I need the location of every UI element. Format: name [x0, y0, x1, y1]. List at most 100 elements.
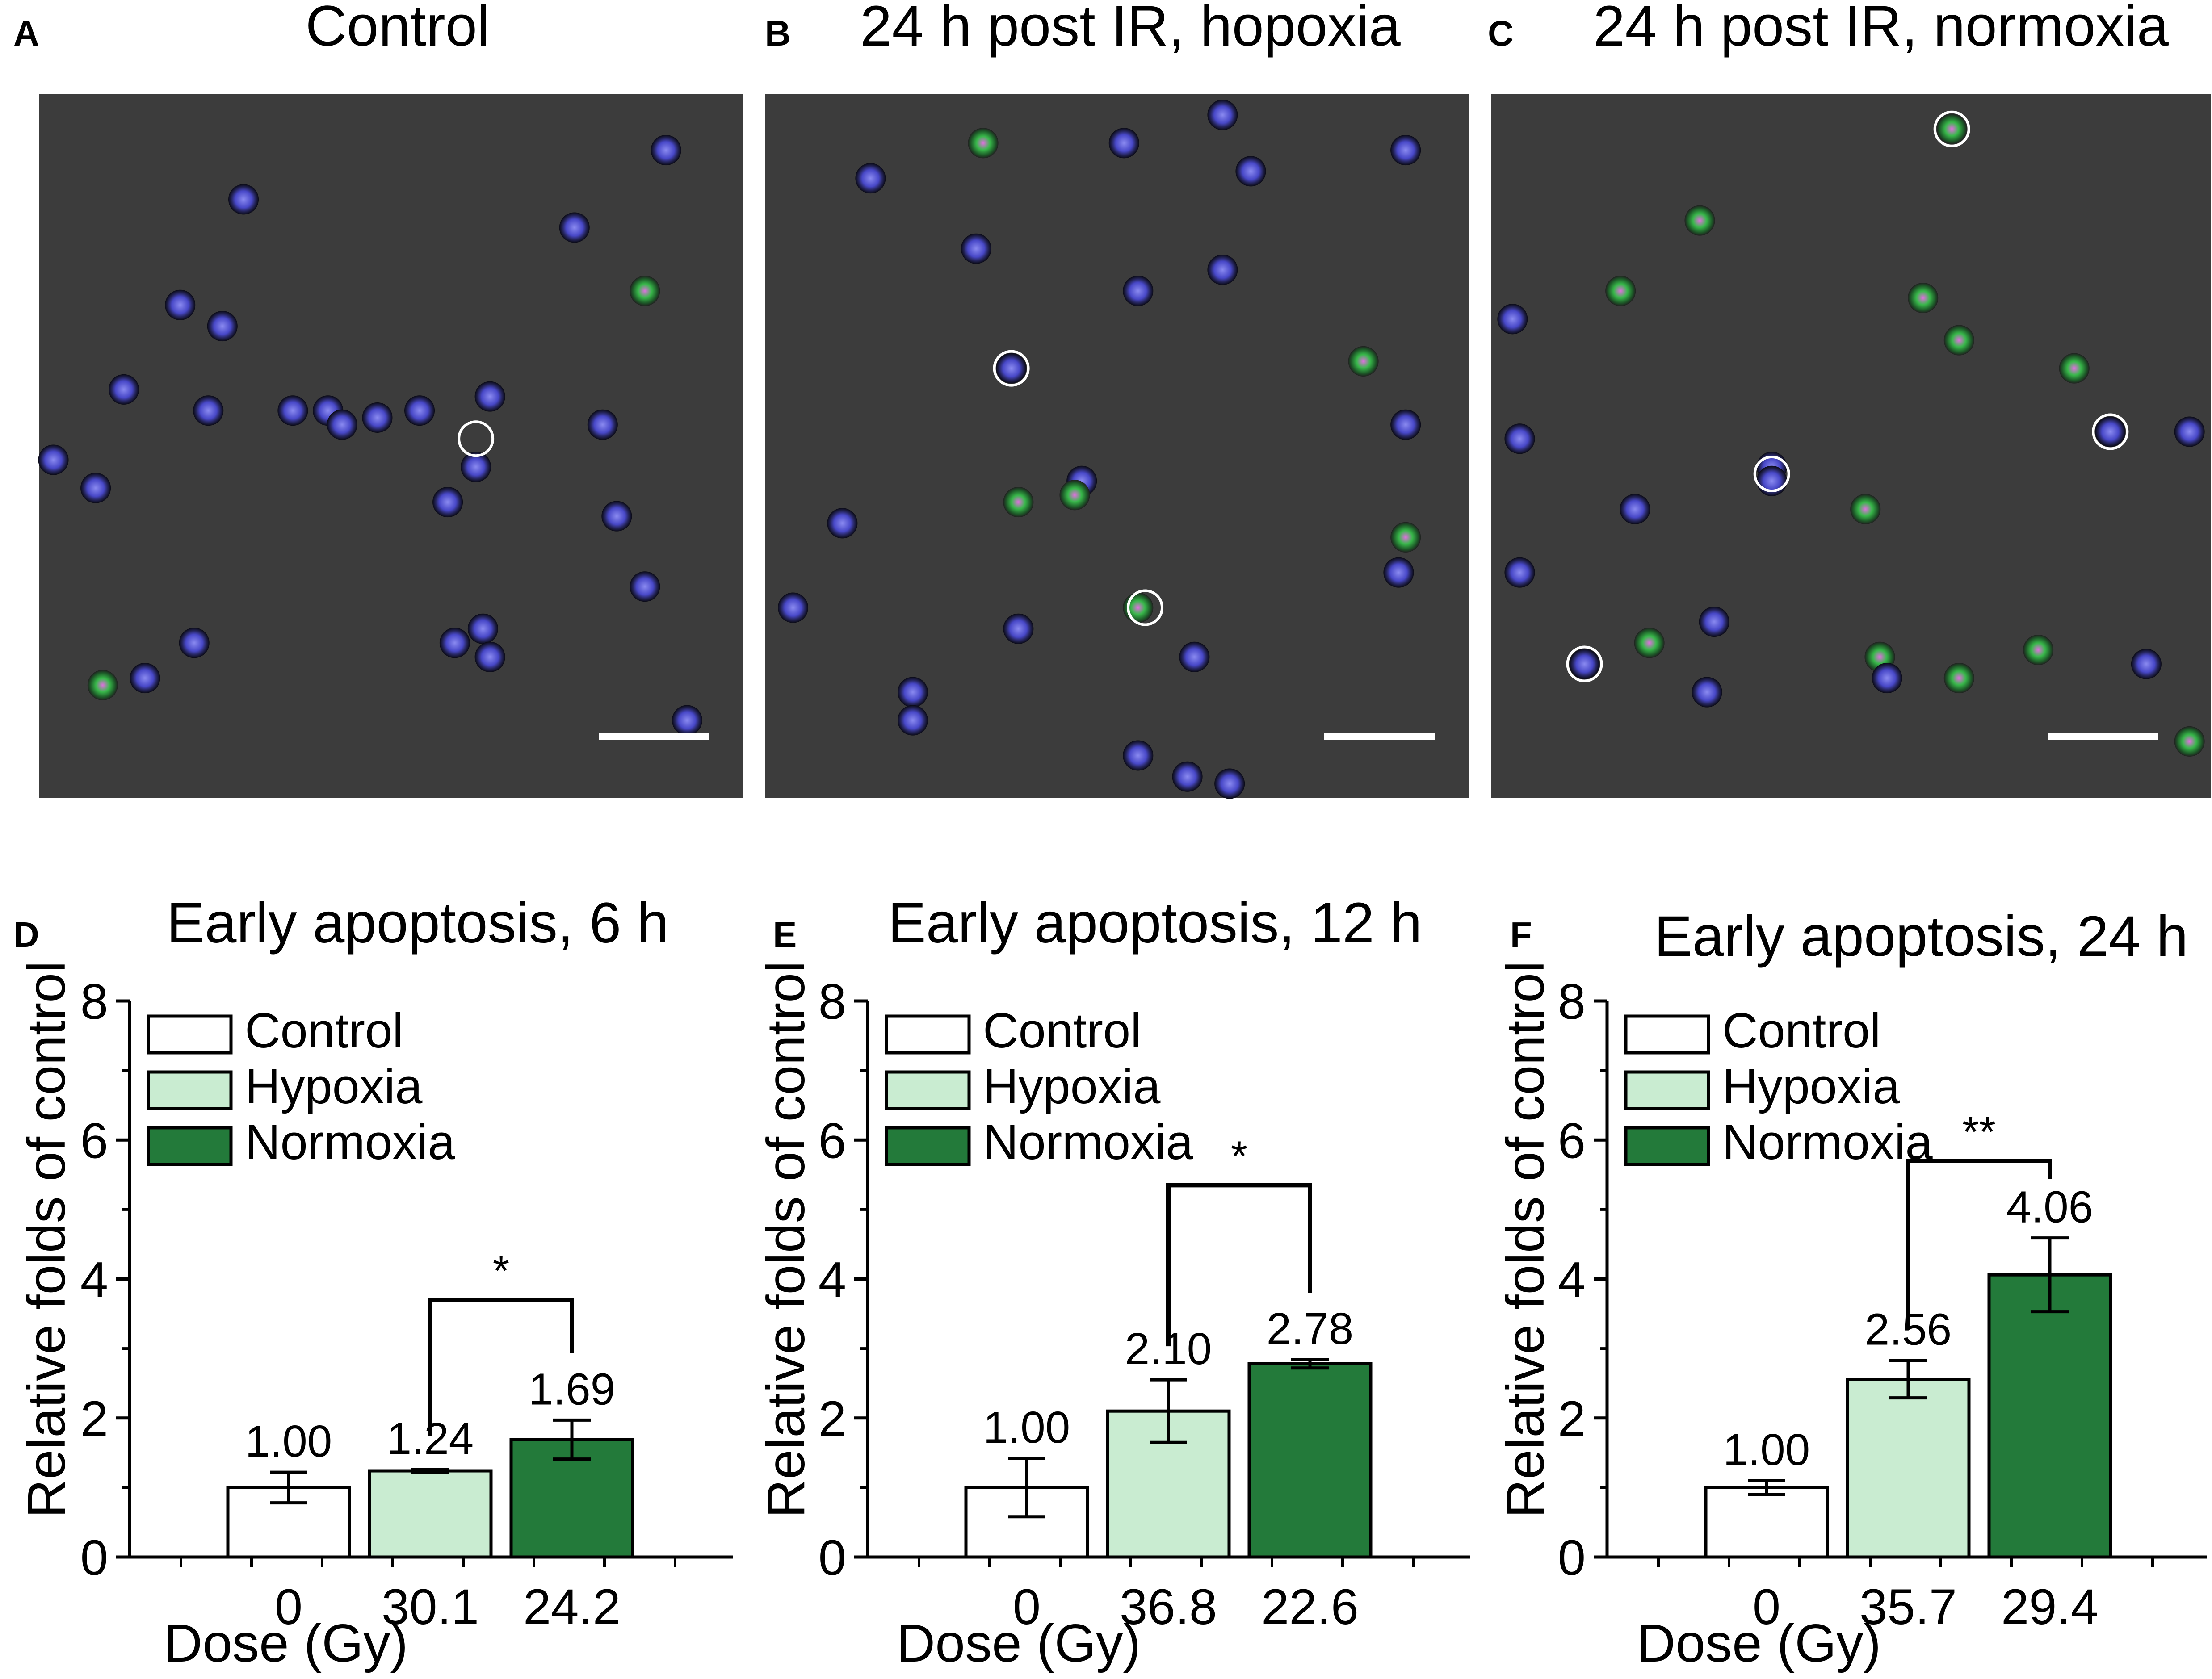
- x-axis-label: Dose (Gy): [897, 1613, 1141, 1673]
- x-tick-label: 35.7: [1859, 1579, 1957, 1635]
- y-tick-label: 6: [818, 1113, 846, 1168]
- cell: [961, 233, 991, 264]
- y-tick-label: 0: [80, 1530, 108, 1586]
- significance-bracket: [428, 1298, 574, 1436]
- cell: [827, 508, 858, 539]
- cell: [1605, 276, 1636, 306]
- panel-letter: A: [13, 13, 39, 53]
- significance-bracket: [1166, 1183, 1312, 1347]
- micrograph-image: [1491, 94, 2211, 798]
- y-tick-label: 8: [1558, 974, 1586, 1030]
- cell: [362, 402, 393, 433]
- chart-title: Early apoptosis, 6 h: [167, 891, 669, 955]
- legend-label: Control: [1722, 1003, 1881, 1058]
- highlight-ring: [1933, 110, 1970, 147]
- legend-label: Hypoxia: [1722, 1059, 1900, 1114]
- chart-title: Early apoptosis, 24 h: [1654, 904, 2188, 968]
- y-tick-label: 8: [80, 974, 108, 1030]
- cell: [1497, 304, 1528, 335]
- data-label: 1.00: [983, 1403, 1070, 1453]
- cell: [778, 592, 809, 623]
- legend-label: Normoxia: [983, 1115, 1193, 1170]
- cell: [80, 473, 111, 503]
- y-tick-label: 4: [80, 1252, 108, 1308]
- cell: [1872, 663, 1902, 694]
- legend-label: Hypoxia: [245, 1059, 423, 1114]
- cell: [1123, 276, 1154, 306]
- cell: [601, 501, 632, 532]
- cell: [1179, 641, 1210, 672]
- cell: [897, 705, 928, 736]
- highlight-ring: [1127, 589, 1164, 626]
- cell: [193, 395, 224, 426]
- cell: [1908, 283, 1939, 314]
- cell: [2174, 726, 2205, 757]
- cell: [1108, 128, 1139, 159]
- y-tick-label: 2: [80, 1391, 108, 1447]
- y-tick-label: 0: [1558, 1530, 1586, 1586]
- x-tick-label: 0: [1013, 1579, 1041, 1635]
- bar: [1846, 1378, 1971, 1559]
- legend-label: Normoxia: [245, 1115, 455, 1170]
- panel-letter: D: [13, 915, 39, 955]
- bar: [1247, 1362, 1373, 1559]
- bar: [368, 1469, 493, 1559]
- cell: [1214, 768, 1245, 799]
- cell: [327, 409, 357, 440]
- cell: [1123, 740, 1154, 771]
- legend-swatch: [885, 1126, 971, 1166]
- significance-marker: **: [1962, 1108, 1996, 1156]
- cell: [228, 184, 259, 215]
- cell: [1390, 409, 1421, 440]
- y-tick-label: 0: [818, 1530, 846, 1586]
- cell: [1699, 607, 1729, 637]
- cell: [461, 452, 491, 482]
- y-axis-label: Relative folds of control: [17, 961, 76, 1518]
- legend-swatch: [147, 1070, 233, 1110]
- cell: [1003, 487, 1034, 518]
- cell: [1943, 325, 1974, 356]
- y-tick-label: 6: [80, 1113, 108, 1168]
- cell: [1569, 649, 1600, 679]
- data-label: 1.00: [1723, 1425, 1810, 1475]
- legend-label: Control: [983, 1003, 1142, 1058]
- scale-bar: [2048, 733, 2158, 740]
- highlight-ring: [1566, 645, 1603, 682]
- legend-swatch: [147, 1014, 233, 1055]
- panel-letter: C: [1488, 13, 1514, 53]
- data-label: 1.00: [245, 1416, 332, 1466]
- x-tick-label: 0: [1753, 1579, 1780, 1635]
- cell: [87, 670, 118, 700]
- cell: [1684, 205, 1715, 236]
- cell: [277, 395, 308, 426]
- y-tick-label: 6: [1558, 1113, 1586, 1168]
- y-tick-label: 4: [1558, 1252, 1586, 1308]
- scale-bar: [599, 733, 709, 740]
- legend-swatch: [1624, 1014, 1710, 1055]
- cell: [1003, 613, 1034, 644]
- micrograph-title: 24 h post IR, normoxia: [1593, 0, 2169, 58]
- cell: [1207, 255, 1238, 285]
- legend-label: Control: [245, 1003, 403, 1058]
- y-tick-label: 4: [818, 1252, 846, 1308]
- cell: [474, 381, 505, 412]
- cell: [109, 374, 139, 405]
- cell-layer: [1497, 110, 2205, 757]
- cell: [2023, 635, 2054, 666]
- cell: [179, 628, 210, 658]
- panel-letter: E: [773, 915, 797, 955]
- cell: [1235, 156, 1266, 187]
- highlight-ring: [2092, 413, 2129, 450]
- significance-marker: *: [493, 1247, 509, 1295]
- cell: [2059, 353, 2090, 384]
- cell: [996, 353, 1027, 384]
- micrograph-panel-c: C 24 h post IR, normoxia: [1488, 0, 2211, 798]
- chart-panel-f: F Early apoptosis, 24 h Relative folds o…: [1495, 904, 2207, 1673]
- cell: [1348, 346, 1379, 377]
- micrograph-title: Control: [306, 0, 490, 58]
- cell: [1850, 494, 1881, 524]
- x-tick-label: 30.1: [382, 1579, 479, 1635]
